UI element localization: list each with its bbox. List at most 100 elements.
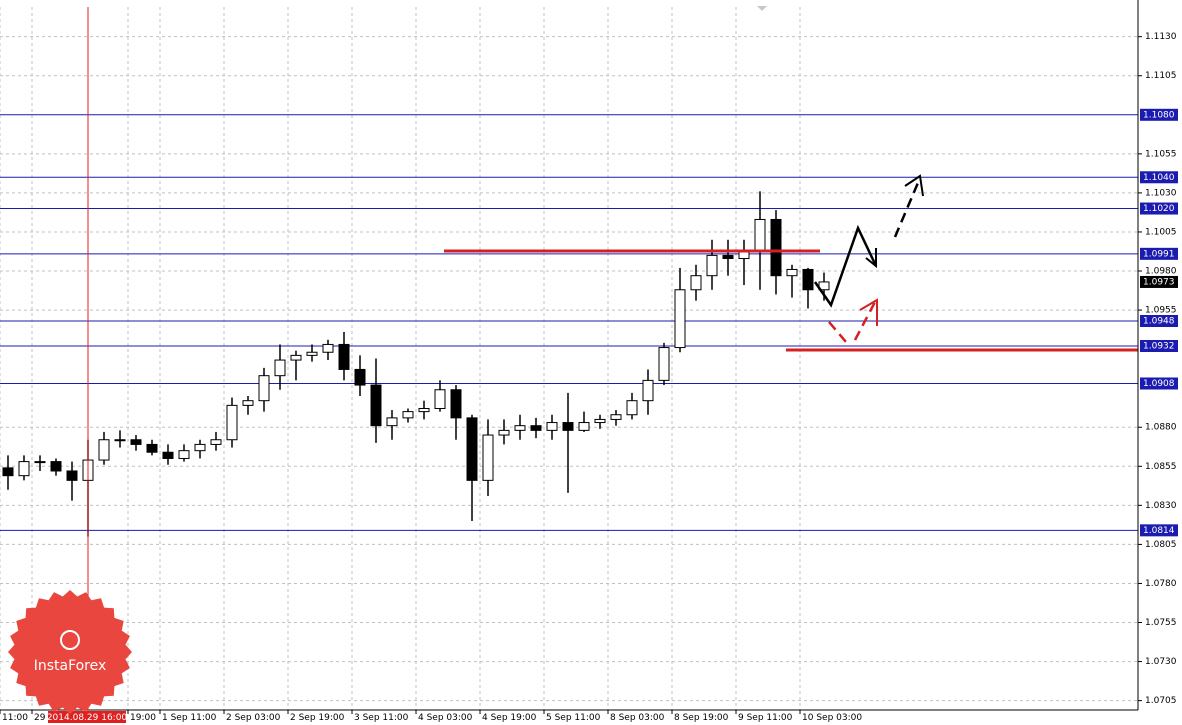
cursor-label-box <box>48 711 126 723</box>
y-tick-label: 1.1055 <box>1145 149 1177 159</box>
y-tick-label: 1.0830 <box>1145 501 1177 511</box>
y-tick-label: 1.0705 <box>1145 696 1177 706</box>
candle-body <box>610 414 622 420</box>
alt-path <box>828 321 847 343</box>
candle-body <box>50 461 62 472</box>
candle-body <box>130 439 142 445</box>
level-label-box <box>1140 524 1178 537</box>
level-label: 1.0991 <box>1143 249 1175 259</box>
y-tick-label: 1.1005 <box>1145 227 1177 237</box>
y-tick-label: 1.1030 <box>1145 188 1177 198</box>
level-label: 1.0908 <box>1143 379 1175 389</box>
candle-body <box>210 439 222 445</box>
logo-text: InstaForex <box>34 658 107 674</box>
x-tick-label: 9 Sep 11:00 <box>738 713 793 723</box>
level-label-box <box>1140 377 1178 390</box>
alt-path <box>853 301 877 341</box>
x-tick-label: 2 Sep 03:00 <box>226 713 281 723</box>
candle-body <box>242 400 254 406</box>
y-tick-label: 1.1105 <box>1145 71 1177 81</box>
level-label-box <box>1140 108 1178 121</box>
x-tick-label: 5 Sep 11:00 <box>546 713 601 723</box>
level-label-box <box>1140 247 1178 260</box>
candle-body <box>674 289 686 349</box>
candle-body <box>626 400 638 416</box>
level-label: 1.1040 <box>1143 173 1175 183</box>
last-price-label: 1.0973 <box>1143 277 1175 287</box>
candle-body <box>802 268 814 291</box>
level-label: 1.0814 <box>1143 526 1175 536</box>
candle-body <box>258 375 270 402</box>
candle-body <box>354 368 366 386</box>
candle-body <box>594 418 606 424</box>
candle-body <box>546 422 558 431</box>
candle-body <box>322 343 334 353</box>
candle-body <box>114 439 126 442</box>
candle-body <box>18 461 30 477</box>
level-label-box <box>1140 315 1178 328</box>
candle-body <box>642 379 654 402</box>
level-label: 1.0932 <box>1143 342 1175 352</box>
candle-body <box>466 417 478 481</box>
candle-body <box>722 254 734 260</box>
y-tick-label: 1.0805 <box>1145 540 1177 550</box>
x-tick-label: 2014.08.29 16:00 <box>47 713 128 723</box>
candle-body <box>162 451 174 459</box>
y-tick-label: 1.0755 <box>1145 618 1177 628</box>
candle-body <box>754 218 766 252</box>
logo: InstaForex <box>8 590 132 714</box>
arrow-head <box>865 248 877 269</box>
candle-body <box>434 389 446 409</box>
level-label-box <box>1140 202 1178 215</box>
level-label: 1.1080 <box>1143 110 1175 120</box>
forecast-path <box>813 224 878 308</box>
level-label: 1.1020 <box>1143 204 1175 214</box>
candle-body <box>178 450 190 459</box>
candle-body <box>34 461 46 464</box>
x-tick-label: 4 Sep 03:00 <box>418 713 473 723</box>
y-tick-label: 1.0780 <box>1145 579 1177 589</box>
candle-body <box>146 443 158 453</box>
grid <box>0 7 1138 710</box>
forecast-dashed <box>893 177 922 238</box>
candle-body <box>418 407 430 413</box>
logo-icon <box>60 630 80 650</box>
candle-body <box>562 422 574 431</box>
x-tick-label: 8 Sep 03:00 <box>610 713 665 723</box>
candle-body <box>338 343 350 370</box>
candle-body <box>194 443 206 452</box>
candle-body <box>306 351 318 356</box>
candle-body <box>274 359 286 377</box>
candle-body <box>786 268 798 277</box>
y-tick-label: 1.1130 <box>1145 32 1177 42</box>
y-tick-label: 1.0955 <box>1145 306 1177 316</box>
x-tick-label: 4 Sep 19:00 <box>482 713 537 723</box>
x-tick-label: 11:00 <box>2 713 28 723</box>
y-tick-label: 1.0730 <box>1145 657 1177 667</box>
x-tick-label: 8 Sep 19:00 <box>674 713 729 723</box>
annotations <box>444 174 1138 352</box>
candle-body <box>2 467 14 477</box>
candle-body <box>530 425 542 431</box>
candle-body <box>658 347 670 381</box>
x-tick-label: 10 Sep 03:00 <box>802 713 862 723</box>
candle-body <box>706 254 718 277</box>
y-tick-label: 1.0880 <box>1145 423 1177 433</box>
shift-marker <box>757 6 767 11</box>
candle-body <box>402 411 414 419</box>
levels <box>0 114 1138 531</box>
x-tick-label: 3 Sep 11:00 <box>354 713 409 723</box>
arrow-head <box>904 174 924 197</box>
x-tick-label: 29 <box>34 713 46 723</box>
y-tick-label: 1.0980 <box>1145 267 1177 277</box>
candle-body <box>386 417 398 427</box>
level-label-box <box>1140 340 1178 353</box>
candle-body <box>690 275 702 291</box>
candle-body <box>482 434 494 481</box>
logo-badge <box>8 590 132 714</box>
candle-body <box>450 389 462 419</box>
candle-body <box>290 354 302 361</box>
x-tick-label: 19:00 <box>130 713 156 723</box>
